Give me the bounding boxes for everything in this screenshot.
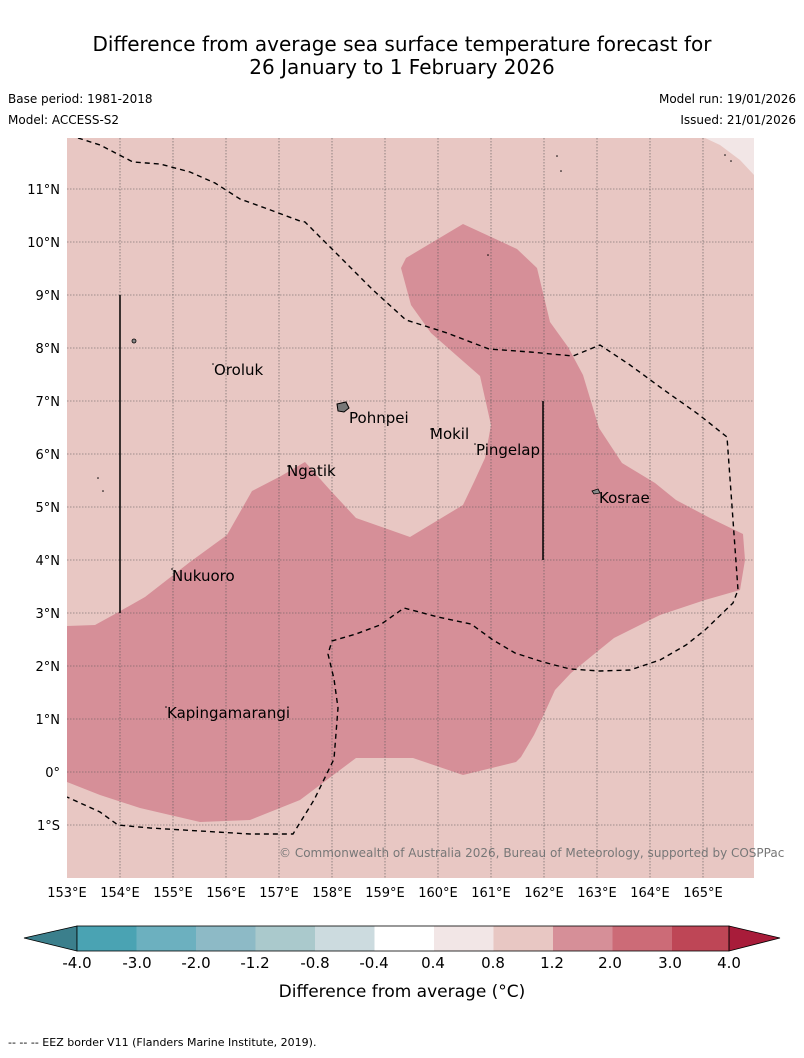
lon-label: 161°E: [471, 886, 511, 901]
lat-label: 9°N: [36, 289, 61, 304]
colorbar-label: 4.0: [717, 954, 741, 972]
lat-label: 8°N: [36, 342, 61, 357]
longitude-labels: 153°E 154°E 155°E 156°E 157°E 158°E 159°…: [47, 886, 723, 901]
latitude-labels: 11°N 10°N 9°N 8°N 7°N 6°N 5°N 4°N 3°N 2°…: [27, 183, 60, 834]
colorbar-bin: [553, 926, 613, 951]
model-run: Model run: 19/01/2026: [658, 92, 796, 106]
atoll-dot: [97, 477, 99, 479]
lon-label: 157°E: [259, 886, 299, 901]
lon-label: 156°E: [206, 886, 246, 901]
lat-label: 10°N: [27, 236, 60, 251]
model-name: Model: ACCESS-S2: [8, 113, 120, 127]
colorbar-bin: [612, 926, 672, 951]
colorbar-label: -0.4: [359, 954, 388, 972]
graticule: [67, 138, 754, 878]
atoll-dot: [724, 154, 726, 156]
atoll-dot: [556, 155, 558, 157]
lat-label: 5°N: [36, 501, 61, 516]
place-mokil: Mokil: [430, 425, 469, 443]
lat-label: 6°N: [36, 448, 61, 463]
kapingamarangi-dot: [165, 706, 167, 708]
place-kosrae: Kosrae: [599, 489, 650, 507]
pingelap-dot: [474, 443, 476, 445]
place-nukuoro: Nukuoro: [172, 567, 235, 585]
colorbar-bin: [672, 926, 729, 951]
mokil-dot: [430, 428, 432, 430]
chart-title-line1: Difference from average sea surface temp…: [92, 32, 712, 56]
colorbar-label: 0.8: [481, 954, 505, 972]
chart-title-line2: 26 January to 1 February 2026: [249, 55, 555, 79]
lon-label: 162°E: [524, 886, 564, 901]
lon-label: 154°E: [100, 886, 140, 901]
colorbar-label: -2.0: [181, 954, 210, 972]
oroluk-dot: [212, 363, 214, 365]
colorbar-label: -4.0: [62, 954, 91, 972]
colorbar: -4.0 -3.0 -2.0 -1.2 -0.8 -0.4 0.4 0.8 1.…: [23, 925, 781, 1002]
eez-border: [67, 138, 739, 835]
colorbar-under-arrow: [23, 925, 78, 952]
colorbar-bin: [255, 926, 315, 951]
pohnpei-island-shape: [336, 401, 350, 413]
islet-shape: [131, 338, 137, 344]
colorbar-label: -1.2: [240, 954, 269, 972]
place-pohnpei: Pohnpei: [349, 409, 409, 427]
atoll-dot: [487, 254, 489, 256]
map-area: Oroluk Pohnpei Mokil Pingelap Ngatik Kos…: [67, 138, 754, 878]
ngatik-dot: [287, 465, 289, 467]
place-kapingamarangi: Kapingamarangi: [167, 704, 290, 722]
lat-label: 4°N: [36, 554, 61, 569]
lon-label: 160°E: [418, 886, 458, 901]
place-ngatik: Ngatik: [287, 462, 336, 480]
lat-label: 3°N: [36, 607, 61, 622]
place-pingelap: Pingelap: [476, 441, 540, 459]
lon-label: 158°E: [312, 886, 352, 901]
lon-label: 159°E: [365, 886, 405, 901]
colorbar-bin: [77, 926, 137, 951]
place-oroluk: Oroluk: [214, 361, 263, 379]
lon-label: 153°E: [47, 886, 87, 901]
lon-label: 155°E: [153, 886, 193, 901]
anomaly-field-1.2-2.0: [67, 224, 745, 822]
lat-label: 11°N: [27, 183, 60, 198]
atoll-dot: [102, 490, 104, 492]
footer-note: -- -- -- EEZ border V11 (Flanders Marine…: [8, 1036, 317, 1049]
colorbar-label: 0.4: [421, 954, 445, 972]
lat-label: 1°S: [37, 819, 60, 834]
colorbar-labels: -4.0 -3.0 -2.0 -1.2 -0.8 -0.4 0.4 0.8 1.…: [62, 954, 741, 972]
lon-label: 165°E: [683, 886, 723, 901]
colorbar-bin: [136, 926, 196, 951]
lat-label: 2°N: [36, 660, 61, 675]
kosrae-island-shape: [591, 488, 601, 495]
lat-label: 0°: [45, 766, 60, 781]
colorbar-label: 3.0: [658, 954, 682, 972]
colorbar-bin: [493, 926, 553, 951]
atoll-dot: [730, 160, 732, 162]
colorbar-label: 1.2: [540, 954, 564, 972]
colorbar-bin: [315, 926, 375, 951]
anomaly-field-0.4-0.8: [705, 138, 754, 175]
atoll-dot: [560, 170, 562, 172]
colorbar-outline: [76, 925, 730, 952]
lat-label: 1°N: [36, 713, 61, 728]
colorbar-bin: [196, 926, 256, 951]
colorbar-over-arrow: [728, 925, 781, 952]
base-period: Base period: 1981-2018: [8, 92, 153, 106]
nukuoro-dot: [171, 568, 173, 570]
copyright-text: © Commonwealth of Australia 2026, Bureau…: [279, 846, 784, 860]
lon-label: 163°E: [577, 886, 617, 901]
lat-label: 7°N: [36, 395, 61, 410]
issued-date: Issued: 21/01/2026: [680, 113, 796, 127]
lon-label: 164°E: [630, 886, 670, 901]
colorbar-label: 2.0: [598, 954, 622, 972]
colorbar-label: -0.8: [300, 954, 329, 972]
colorbar-bin: [374, 926, 434, 951]
colorbar-title: Difference from average (°C): [279, 982, 526, 1002]
colorbar-label: -3.0: [122, 954, 151, 972]
colorbar-bin: [434, 926, 494, 951]
